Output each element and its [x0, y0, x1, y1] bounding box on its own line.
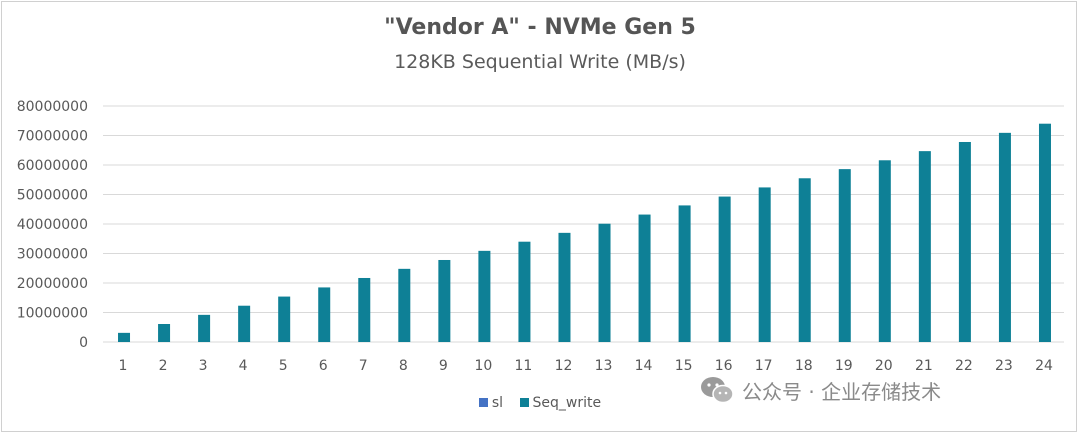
bar-seq-write: [678, 205, 691, 342]
x-tick-label: 4: [239, 358, 248, 374]
bar-seq-write: [438, 259, 451, 342]
bar-seq-write: [118, 332, 131, 342]
x-tick-label: 17: [755, 358, 773, 374]
x-axis: 1 2 3 4 5 6 7 8 9 10 11 12 13 14 15 16 17 18 19 20 21 22 23 24: [119, 358, 1053, 374]
bar-seq-write: [238, 305, 251, 342]
y-tick-label: 0: [79, 335, 88, 351]
chart-subtitle: 128KB Sequential Write (MB/s): [394, 51, 686, 73]
y-axis: 0 10000000 20000000 30000000 40000000 5000000…: [17, 99, 88, 351]
legend-item-sl: sl: [478, 395, 504, 411]
x-tick-label: 24: [1035, 358, 1053, 374]
legend-label-seq-write: Seq_write: [532, 395, 602, 411]
x-tick-label: 6: [319, 358, 328, 374]
y-tick-label: 80000000: [17, 99, 88, 115]
legend-swatch-seq-write: [519, 398, 529, 407]
bar-seq-write: [718, 196, 731, 342]
wechat-icon: [701, 377, 734, 404]
x-tick-label: 12: [555, 358, 573, 374]
x-tick-label: 9: [439, 358, 448, 374]
x-tick-label: 21: [915, 358, 933, 374]
bar-seq-write: [798, 178, 811, 342]
x-tick-label: 5: [279, 358, 288, 374]
bar-seq-write: [958, 141, 971, 342]
x-tick-label: 2: [159, 358, 168, 374]
bar-seq-write: [478, 250, 491, 342]
x-tick-label: 10: [474, 358, 492, 374]
x-tick-label: 13: [595, 358, 613, 374]
y-tick-label: 10000000: [17, 306, 88, 322]
x-tick-label: 3: [199, 358, 208, 374]
bar-seq-write: [598, 223, 611, 342]
y-tick-label: 20000000: [17, 276, 88, 292]
x-tick-label: 18: [795, 358, 813, 374]
x-tick-label: 14: [635, 358, 653, 374]
bar-seq-write: [158, 324, 171, 342]
bar-seq-write: [398, 268, 411, 342]
chart-title: "Vendor A" - NVMe Gen 5: [384, 15, 696, 40]
x-tick-label: 20: [875, 358, 893, 374]
bar-seq-write: [998, 132, 1011, 342]
legend-swatch-sl: [478, 398, 488, 407]
watermark: 公众号 · 企业存储技术: [700, 372, 941, 408]
x-tick-label: 19: [835, 358, 853, 374]
bar-seq-write: [758, 187, 771, 342]
bar-seq-write: [278, 296, 291, 342]
bar-seq-write: [518, 241, 531, 342]
y-tick-label: 70000000: [17, 129, 88, 145]
bar-seq-write: [1038, 123, 1051, 342]
x-tick-label: 8: [399, 358, 408, 374]
bar-seq-write: [918, 151, 931, 342]
x-tick-label: 11: [515, 358, 533, 374]
y-tick-label: 40000000: [17, 217, 88, 233]
bar-seq-write: [318, 287, 331, 342]
x-tick-label: 15: [675, 358, 693, 374]
legend: sl Seq_write: [0, 395, 1080, 411]
x-tick-label: 22: [955, 358, 973, 374]
y-tick-label: 50000000: [17, 188, 88, 204]
y-tick-label: 60000000: [17, 158, 88, 174]
bar-seq-write: [198, 314, 211, 342]
x-tick-label: 16: [715, 358, 733, 374]
bar-seq-write: [878, 160, 891, 342]
watermark-text: 公众号 · 企业存储技术: [742, 379, 942, 404]
legend-item-seq-write: Seq_write: [519, 395, 602, 411]
bar-seq-write: [558, 232, 571, 342]
x-tick-label: 1: [119, 358, 128, 374]
x-tick-label: 23: [995, 358, 1013, 374]
y-tick-label: 30000000: [17, 247, 88, 263]
gridlines: [103, 105, 1064, 343]
x-tick-label: 7: [359, 358, 368, 374]
legend-label-sl: sl: [491, 395, 504, 411]
bar-seq-write: [838, 169, 851, 342]
bar-seq-write: [638, 214, 651, 342]
bar-seq-write: [358, 277, 371, 342]
bars: [118, 123, 1051, 342]
